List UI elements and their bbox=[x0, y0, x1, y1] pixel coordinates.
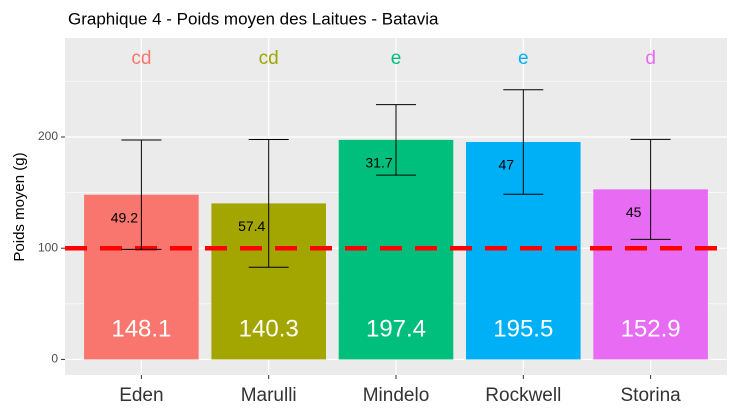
group-letter: e bbox=[391, 48, 402, 69]
group-letter: cd bbox=[259, 48, 279, 69]
y-axis-label: Poids moyen (g) bbox=[11, 152, 28, 261]
y-tick-label: 0 bbox=[51, 352, 58, 366]
x-tick-label: Rockwell bbox=[485, 385, 561, 406]
x-tick-label: Eden bbox=[119, 385, 163, 406]
group-letter: cd bbox=[131, 48, 151, 69]
group-letter: e bbox=[518, 48, 529, 69]
error-label: 57.4 bbox=[238, 218, 265, 234]
x-tick-label: Marulli bbox=[241, 385, 297, 406]
x-tick-label: Storina bbox=[621, 385, 682, 406]
group-letter: d bbox=[645, 48, 656, 69]
value-label: 140.3 bbox=[239, 315, 299, 342]
error-label: 45 bbox=[626, 204, 642, 220]
value-label: 195.5 bbox=[493, 315, 553, 342]
value-label: 197.4 bbox=[366, 315, 426, 342]
chart-title: Graphique 4 - Poids moyen des Laitues - … bbox=[68, 9, 439, 28]
error-label: 31.7 bbox=[365, 155, 392, 171]
error-label: 47 bbox=[499, 157, 515, 173]
value-label: 148.1 bbox=[111, 315, 171, 342]
value-label: 152.9 bbox=[621, 315, 681, 342]
error-label: 49.2 bbox=[111, 209, 138, 225]
x-tick-label: Mindelo bbox=[363, 385, 430, 406]
y-tick-label: 100 bbox=[38, 240, 58, 254]
y-tick-label: 200 bbox=[38, 129, 58, 143]
